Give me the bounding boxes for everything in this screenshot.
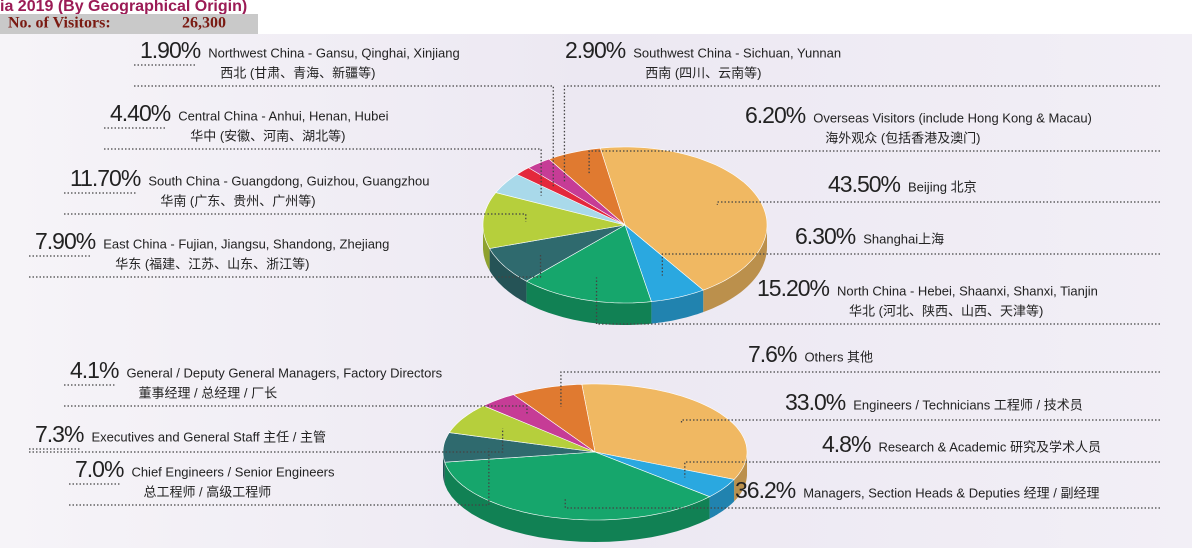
visitor-label: No. of Visitors: <box>8 15 111 32</box>
category-label: General / Deputy General Managers, Facto… <box>126 365 442 380</box>
pie-side <box>734 452 747 502</box>
category-label: Others 其他 <box>804 349 873 364</box>
leader-line <box>29 253 542 278</box>
pie-side <box>483 225 490 271</box>
leader-line <box>684 461 1160 478</box>
category-label: South China - Guangdong, Guizhou, Guangz… <box>148 173 429 188</box>
visitor-count: 26,300 <box>182 15 226 32</box>
category-label-cn: 华中 (安徽、河南、湖北等) <box>190 128 345 143</box>
leader-line <box>134 85 554 188</box>
value-label: 43.50% <box>828 171 901 197</box>
category-label-cn: 华南 (广东、贵州、广州等) <box>160 193 315 208</box>
leader-line <box>29 428 504 453</box>
category-label-cn: 董事经理 / 总经理 / 厂长 <box>138 385 277 400</box>
pie-side <box>709 479 735 519</box>
leader-line <box>588 150 1160 175</box>
pie-slice <box>442 432 596 463</box>
pie-slice <box>482 192 626 249</box>
category-label: Executives and General Staff 主任 / 主管 <box>91 429 326 444</box>
category-label-cn: 西北 (甘肃、青海、新疆等) <box>220 65 375 80</box>
pie-slice <box>594 451 735 498</box>
pie-sides <box>443 452 747 542</box>
leader-line <box>64 213 527 222</box>
category-label: North China - Hebei, Shaanxi, Shanxi, Ti… <box>837 283 1098 298</box>
category-label: Shanghai上海 <box>863 231 944 246</box>
pie-slice <box>624 224 704 302</box>
category-label: Central China - Anhui, Henan, Hubei <box>178 108 388 123</box>
pie-slice <box>482 394 596 453</box>
category-label-cn: 华东 (福建、江苏、山东、浙江等) <box>115 256 309 271</box>
pie-side <box>444 462 710 542</box>
leader-line <box>64 405 528 416</box>
leader-line <box>563 85 1160 182</box>
category-label: Research & Academic 研究及学术人员 <box>878 439 1101 454</box>
value-label: 33.0% <box>785 389 846 415</box>
value-label: 2.90% <box>565 37 626 63</box>
pie-side <box>703 225 767 313</box>
category-label: East China - Fujian, Jiangsu, Shandong, … <box>103 236 389 251</box>
value-label: 7.90% <box>35 228 96 254</box>
category-label: Chief Engineers / Senior Engineers <box>131 464 335 479</box>
value-label: 7.0% <box>75 456 124 482</box>
category-label-cn: 海外观众 (包括香港及澳门) <box>825 130 980 145</box>
title: ia 2019 (By Geographical Origin) <box>0 0 247 15</box>
visitor-box <box>0 14 258 34</box>
pie-side <box>651 290 704 324</box>
pie-top <box>482 146 768 304</box>
pie-slice <box>448 405 596 453</box>
category-label: Overseas Visitors (include Hong Kong & M… <box>813 110 1092 125</box>
pie-side <box>443 452 445 485</box>
pie-side <box>526 281 652 325</box>
pie-slice <box>489 224 626 282</box>
leader-line <box>716 201 1160 205</box>
category-label: Managers, Section Heads & Deputies 经理 / … <box>803 485 1099 500</box>
pie-slice <box>444 451 711 521</box>
value-label: 4.40% <box>110 100 171 126</box>
pie-slice <box>512 383 596 453</box>
value-label: 15.20% <box>757 275 830 301</box>
category-label: Southwest China - Sichuan, Yunnan <box>633 45 841 60</box>
pie-slice <box>581 383 748 480</box>
pie-slice <box>525 224 652 304</box>
pie-slice <box>495 174 626 226</box>
leader-line <box>560 371 1160 407</box>
value-label: 7.6% <box>748 341 797 367</box>
category-label: Beijing 北京 <box>908 179 977 194</box>
leader-line <box>661 253 1160 276</box>
pie-side <box>489 248 527 304</box>
value-label: 7.3% <box>35 421 84 447</box>
value-label: 4.1% <box>70 357 119 383</box>
value-label: 1.90% <box>140 37 201 63</box>
value-label: 36.2% <box>735 477 796 503</box>
value-label: 11.70% <box>70 165 141 191</box>
pie-top <box>442 383 748 521</box>
pie-slice <box>548 147 626 226</box>
value-label: 6.20% <box>745 102 806 128</box>
category-label-cn: 西南 (四川、云南等) <box>645 65 761 80</box>
category-label-cn: 总工程师 / 高级工程师 <box>143 484 271 499</box>
category-label-cn: 华北 (河北、陕西、山西、天津等) <box>849 303 1043 318</box>
value-label: 6.30% <box>795 223 856 249</box>
pie-sides <box>483 225 767 325</box>
category-label: Engineers / Technicians 工程师 / 技术员 <box>853 397 1083 412</box>
value-label: 4.8% <box>822 431 871 457</box>
category-label: Northwest China - Gansu, Qinghai, Xinjia… <box>208 45 459 60</box>
